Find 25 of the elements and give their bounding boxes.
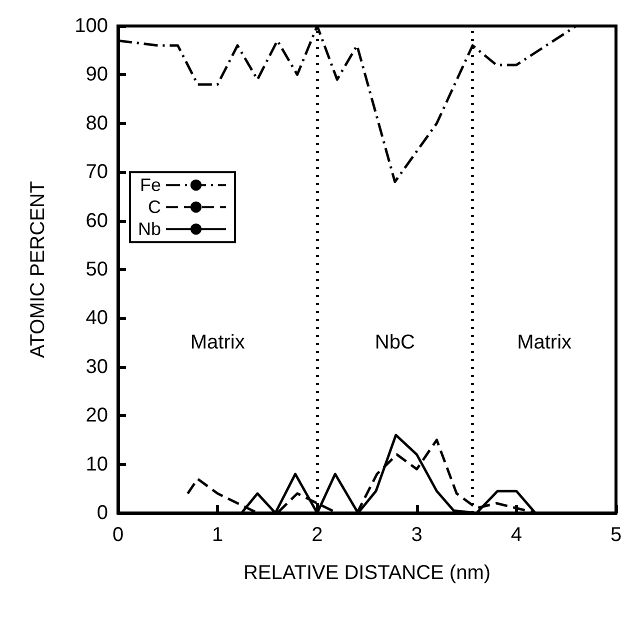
legend-label: Nb xyxy=(138,219,162,240)
y-tick-label: 10 xyxy=(86,453,108,476)
y-tick-label: 50 xyxy=(86,258,108,280)
x-tick-label: 5 xyxy=(610,524,622,546)
x-tick-label: 2 xyxy=(312,524,323,546)
annotation: Matrix xyxy=(517,332,572,354)
y-tick-label: 100 xyxy=(74,15,108,37)
y-tick-label: 60 xyxy=(86,210,108,232)
y-tick-label: 30 xyxy=(86,356,108,378)
y-tick-label: 20 xyxy=(86,404,108,427)
legend-label: Fe xyxy=(140,175,162,196)
y-axis-title: ATOMIC PERCENT xyxy=(27,180,49,358)
y-tick-label: 70 xyxy=(86,161,108,184)
y-tick-label: 90 xyxy=(86,64,108,86)
legend-label: C xyxy=(148,197,162,218)
y-tick-label: 40 xyxy=(86,307,108,330)
x-tick-label: 4 xyxy=(510,524,522,546)
y-tick-label: 80 xyxy=(86,112,108,134)
y-tick-label: 0 xyxy=(96,502,108,524)
x-tick-label: 3 xyxy=(411,524,422,546)
x-tick-label: 0 xyxy=(112,524,124,546)
annotation: NbC xyxy=(374,332,415,354)
x-axis-title: RELATIVE DISTANCE (nm) xyxy=(243,562,491,584)
annotation: Matrix xyxy=(190,332,245,354)
x-tick-label: 1 xyxy=(212,524,224,546)
